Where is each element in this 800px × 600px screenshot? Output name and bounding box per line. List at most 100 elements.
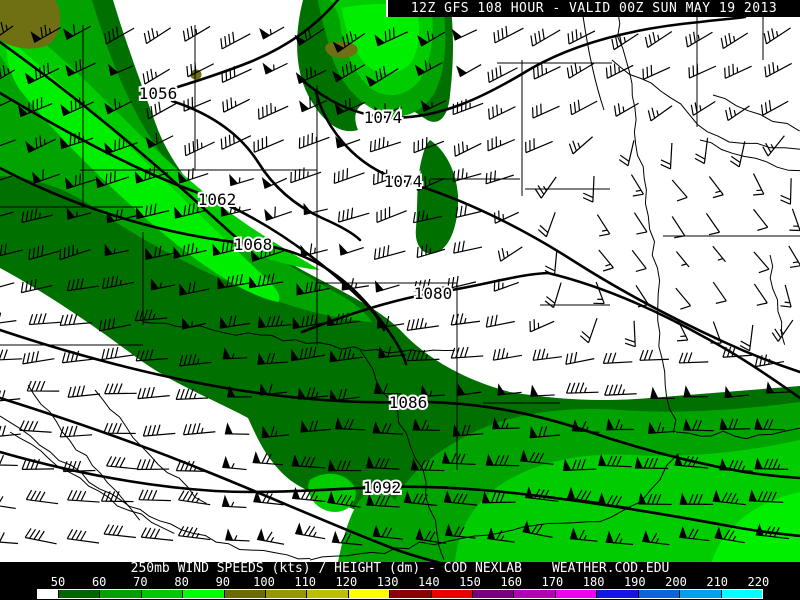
wind-barb <box>481 491 516 504</box>
colorbar-scale-value: 180 <box>582 575 605 589</box>
wind-barb <box>497 246 523 262</box>
wind-barb <box>755 523 790 540</box>
wind-barb <box>250 244 285 262</box>
wind-barb <box>522 520 553 538</box>
wind-barb <box>753 251 770 274</box>
wind-barb <box>22 351 55 365</box>
colorbar-segment <box>721 590 762 598</box>
wind-barb <box>451 28 478 41</box>
wind-barb <box>450 313 481 326</box>
wind-barb <box>771 319 794 342</box>
wind-barb <box>452 98 484 116</box>
wind-barb <box>0 276 15 292</box>
wind-barb <box>565 351 595 365</box>
wind-barb <box>533 64 561 80</box>
wind-barb <box>337 207 370 223</box>
wind-barb <box>412 418 441 431</box>
height-contour-label: 1074 <box>384 172 423 191</box>
wind-barb <box>752 173 765 196</box>
colorbar-scale-value: 120 <box>335 575 358 589</box>
wind-barb <box>724 63 752 79</box>
wind-barb <box>32 169 60 184</box>
wind-barb <box>183 96 212 112</box>
wind-speed-shading-region <box>0 0 61 49</box>
wind-barb <box>675 251 690 268</box>
wind-barb <box>259 26 285 40</box>
wind-barb <box>259 383 288 396</box>
wind-barb <box>0 349 23 361</box>
height-contour-label: 1086 <box>389 393 428 412</box>
wind-barb <box>106 208 137 224</box>
wind-barb <box>369 136 402 153</box>
wind-barb <box>596 214 611 237</box>
wind-barb <box>182 422 216 436</box>
wind-barb <box>534 176 557 199</box>
wind-barb <box>212 239 247 256</box>
wind-barb <box>103 422 136 435</box>
wind-barb <box>485 453 520 467</box>
wind-barb <box>175 388 209 401</box>
map-title: 12Z GFS 108 HOUR - VALID 00Z SUN MAY 19 … <box>410 1 778 16</box>
wind-barb <box>679 492 714 505</box>
height-contour-label: 1080 <box>414 284 453 303</box>
wind-barb <box>142 68 171 85</box>
wind-barb <box>569 527 598 542</box>
wind-barb <box>101 275 135 290</box>
wind-barb <box>217 273 252 290</box>
coastline-lagoon <box>9 431 175 534</box>
wind-barb <box>291 486 326 503</box>
wind-barb <box>638 492 672 506</box>
wind-barb <box>20 278 53 294</box>
wind-barb <box>222 347 248 360</box>
wind-barb <box>374 27 408 47</box>
wind-barb <box>177 167 209 184</box>
wind-barb <box>671 216 686 239</box>
wind-barb <box>447 275 477 290</box>
colorbar-scale-value: 220 <box>747 575 770 589</box>
wind-barb <box>604 384 637 396</box>
wind-barb <box>780 178 792 205</box>
wind-barb <box>452 424 484 437</box>
wind-barb <box>253 490 284 506</box>
wind-barb <box>294 27 325 47</box>
river-line-ohio <box>611 59 800 150</box>
wind-barb <box>671 179 688 202</box>
wind-barb <box>598 453 632 468</box>
wind-barb <box>26 380 60 392</box>
wind-barb <box>174 202 208 219</box>
wind-barb <box>335 136 361 149</box>
wind-barb <box>753 208 769 231</box>
wind-barb <box>175 460 209 472</box>
wind-barb <box>635 285 649 308</box>
wind-barb <box>261 176 288 189</box>
map-area: 1056 1062 1068 1074 1074 1080 1086 1092 <box>0 0 800 562</box>
height-contour-line <box>156 0 340 95</box>
wind-barb <box>378 346 406 359</box>
colorbar-segment <box>638 590 680 598</box>
wind-barb <box>257 103 289 120</box>
wind-barb <box>327 312 361 327</box>
wind-barb <box>488 104 516 120</box>
wind-barb <box>450 346 484 359</box>
wind-barb <box>59 244 91 261</box>
wind-barb <box>225 528 250 542</box>
wind-barb <box>104 243 129 256</box>
title-banner: 12Z GFS 108 HOUR - VALID 00Z SUN MAY 19 … <box>386 0 800 17</box>
colorbar-segment <box>307 590 348 598</box>
wind-barb <box>60 97 94 117</box>
wind-barb <box>406 349 440 362</box>
wind-barb <box>685 31 713 48</box>
wind-barb <box>104 98 133 115</box>
wind-speed-shading-region <box>342 3 420 74</box>
wind-barb <box>415 527 446 544</box>
wind-speed-shading-region <box>712 492 800 562</box>
wind-barb <box>530 384 555 397</box>
wind-barb <box>67 489 100 503</box>
wind-barb <box>65 59 96 77</box>
wind-barb <box>135 203 170 220</box>
colorbar-scale-value: 190 <box>623 575 646 589</box>
colorbar-scale-value: 50 <box>50 575 66 589</box>
wind-barb <box>650 386 675 399</box>
colorbar-segment <box>597 590 638 598</box>
wind-barb <box>327 459 362 472</box>
